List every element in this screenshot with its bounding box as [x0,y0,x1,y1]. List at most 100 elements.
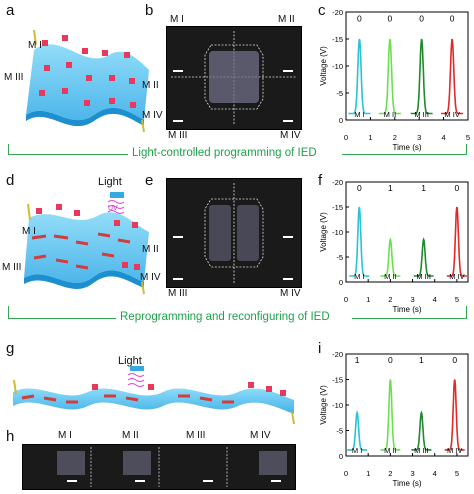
module-label-h3: M III [186,430,206,441]
y-tick-label: 0 [339,452,343,461]
bit-digit: 1 [421,183,426,193]
light-label-g: Light [118,355,142,367]
module-label-d3: M III [2,262,22,273]
module-label-d4: M IV [140,272,161,283]
panel-label-b: b [145,2,154,19]
bit-digit: 0 [455,183,460,193]
bit-digit: 1 [388,183,393,193]
series-line-m1 [347,410,368,451]
y-axis-label: Voltage (V) [319,212,328,252]
series-name-label: M I [354,110,364,119]
module-label-b3: M III [168,130,188,141]
series-name-label: M II [384,272,397,281]
module-label-h1: M I [58,430,72,441]
series-line-m4 [444,379,465,451]
series-line-m3 [413,237,434,277]
x-tick-label: 0 [344,133,348,142]
y-tick-label: -10 [332,62,343,71]
module-label-b4: M IV [280,130,301,141]
series-line-m3 [411,410,432,451]
plot-frame [345,181,469,283]
light-bulb-icon [107,192,125,214]
series-line-m1 [348,38,371,115]
x-tick-label: 1 [368,133,372,142]
device-illustration-g [13,379,295,425]
panel-label-g: g [6,340,15,357]
y-tick-label: -5 [336,427,343,436]
module-label-d2: M II [142,244,159,255]
y-tick-label: -10 [332,401,343,410]
y-tick-label: -20 [332,350,343,359]
separator-line-1b [342,154,467,155]
y-axis-label: Voltage (V) [319,46,328,86]
plot-frame [345,353,469,457]
x-tick-label: 0 [344,295,348,304]
x-tick-label: 4 [433,295,437,304]
series-name-label: M II [384,446,397,455]
x-tick-label: 2 [388,469,392,478]
separator-line-1a [8,154,128,155]
photo-h-overlay [57,447,287,487]
panel-label-f: f [318,172,323,189]
x-tick-label: 1 [366,295,370,304]
bracket-right-1 [466,144,467,154]
y-tick-label: -15 [332,203,343,212]
photo-b-overlay [171,31,297,125]
light-bulb-icon-g [127,366,145,387]
bit-digit: 0 [452,355,457,365]
bit-digit: 1 [419,355,424,365]
photo-b [166,26,302,130]
series-name-label: M I [352,446,362,455]
module-label-b2: M II [278,14,295,25]
x-tick-label: 4 [442,133,446,142]
y-axis-label: Voltage (V) [319,385,328,425]
series-line-m4 [441,38,464,115]
bit-digit: 1 [355,355,360,365]
x-tick-label: 1 [366,469,370,478]
series-line-m4 [446,206,467,277]
x-tick-label: 3 [417,133,421,142]
device-illustration-d [24,203,149,295]
x-tick-label: 2 [388,295,392,304]
series-line-m3 [410,38,433,115]
panel-label-e: e [145,172,154,189]
bit-digit: 0 [357,183,362,193]
x-tick-label: 5 [455,295,459,304]
photo-e-overlay [173,183,293,283]
photo-h [22,444,296,490]
bit-digit: 0 [357,14,362,24]
series-name-label: M IV [447,446,462,455]
x-tick-label: 3 [410,469,414,478]
panel-label-c: c [318,2,326,19]
series-name-label: M II [384,110,397,119]
x-tick-label: 5 [455,469,459,478]
module-label-a1: M I [28,40,42,51]
y-tick-label: -15 [332,35,343,44]
panel-label-i: i [318,340,322,357]
x-axis-label: Time (s) [392,479,421,488]
y-tick-label: -10 [332,228,343,237]
module-label-e4: M IV [280,288,301,299]
panel-label-a: a [6,2,15,19]
x-tick-label: 5 [466,133,470,142]
uv-label-d: UV [108,205,118,212]
x-tick-label: 2 [393,133,397,142]
bit-digit: 0 [450,14,455,24]
y-tick-label: -20 [332,8,343,17]
module-label-a4: M IV [142,110,163,121]
bit-digit: 0 [388,355,393,365]
module-label-h2: M II [122,430,139,441]
module-label-d1: M I [22,226,36,237]
x-axis-label: Time (s) [392,305,421,314]
y-tick-label: 0 [339,116,343,125]
series-name-label: M IV [449,272,464,281]
series-line-m2 [380,237,401,277]
x-tick-label: 4 [433,469,437,478]
y-tick-label: 0 [339,278,343,287]
y-tick-label: -15 [332,376,343,385]
series-name-label: M III [414,446,429,455]
panel-label-h: h [6,428,15,445]
separator-line-2a [8,318,116,319]
series-name-label: M IV [444,110,459,119]
